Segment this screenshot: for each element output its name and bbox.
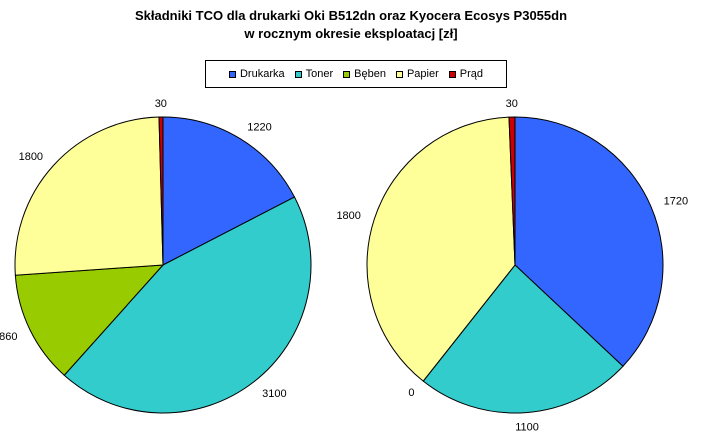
pie-slice-toner (63, 196, 312, 414)
legend-item-toner: Toner (294, 68, 334, 80)
legend: Drukarka Toner Bęben Papier Prąd (205, 60, 507, 88)
legend-label-drukarka: Drukarka (239, 68, 285, 80)
legend-item-prad: Prąd (448, 68, 483, 80)
pie-slice-prad (158, 116, 164, 266)
pie-slice-papier (14, 116, 164, 276)
legend-swatch-drukarka (228, 70, 236, 78)
legend-swatch-papier (395, 70, 403, 78)
data-label-drukarka: 1220 (247, 122, 271, 134)
data-label-prad: 30 (155, 98, 167, 110)
data-label-beben: 860 (0, 331, 17, 343)
data-label-papier: 1800 (19, 151, 43, 163)
chart-title-line-2: w rocznym okresie eksploatacj [zł] (244, 26, 458, 41)
data-label-prad: 30 (506, 98, 518, 110)
legend-label-papier: Papier (406, 68, 439, 80)
legend-label-beben: Bęben (354, 68, 386, 80)
pie-slice-drukarka (514, 116, 664, 367)
pie-chart-kyocera: 1720 1100 0 1800 30 (336, 98, 688, 433)
pie-slice-drukarka (162, 116, 296, 266)
chart-title: Składniki TCO dla drukarki Oki B512dn or… (0, 7, 702, 43)
legend-swatch-toner (294, 70, 302, 78)
pie-slice-prad (508, 116, 516, 266)
chart-title-line-1: Składniki TCO dla drukarki Oki B512dn or… (134, 8, 568, 23)
legend-swatch-prad (448, 70, 456, 78)
legend-item-drukarka: Drukarka (228, 68, 285, 80)
legend-label-prad: Prąd (459, 68, 483, 80)
pie-slice-papier (366, 116, 516, 382)
pie-slice-toner (422, 264, 624, 414)
data-label-toner: 3100 (262, 388, 286, 400)
pie-slice-beben (14, 264, 165, 376)
legend-label-toner: Toner (305, 68, 334, 80)
legend-item-papier: Papier (395, 68, 439, 80)
legend-swatch-beben (343, 70, 351, 78)
data-label-papier: 1800 (336, 210, 360, 222)
legend-item-beben: Bęben (343, 68, 386, 80)
data-label-toner: 1100 (515, 422, 539, 433)
data-label-beben: 0 (408, 387, 414, 399)
pie-chart-oki: 1220 3100 860 1800 30 (0, 98, 312, 414)
data-label-drukarka: 1720 (664, 196, 688, 208)
